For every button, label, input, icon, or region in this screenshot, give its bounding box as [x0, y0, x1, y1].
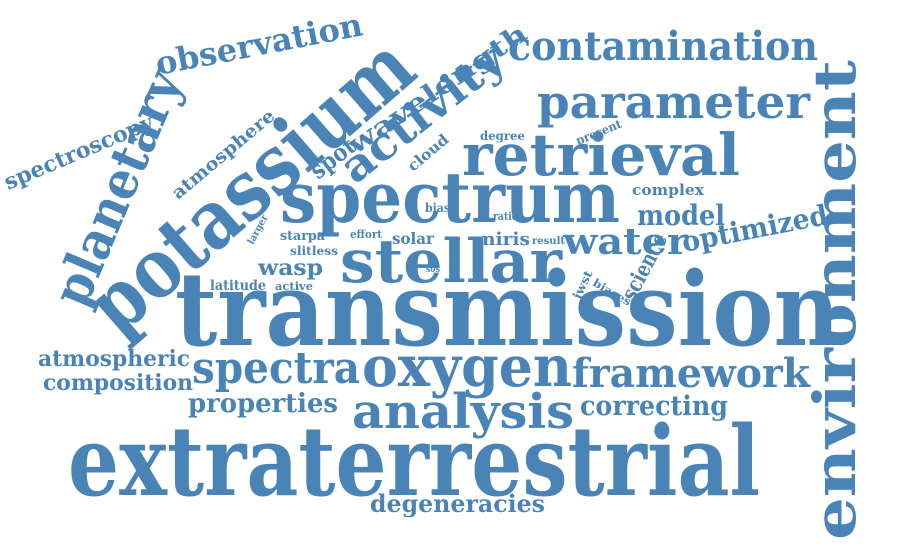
- word-sos: sos: [426, 265, 440, 275]
- word-bias: bias: [425, 201, 450, 215]
- word-framework: framework: [572, 350, 811, 397]
- word-atmospheric: atmospheric: [38, 346, 190, 372]
- word-composition: composition: [43, 370, 193, 396]
- word-latitude: latitude: [210, 278, 266, 294]
- word-oxygen: oxygen: [362, 334, 572, 400]
- word-water: water: [562, 221, 689, 263]
- word-contamination: contamination: [508, 23, 818, 70]
- word-environment: environment: [801, 60, 869, 540]
- word-transmission: transmission: [175, 250, 840, 370]
- word-result: result: [532, 236, 565, 247]
- word-analysis: analysis: [352, 384, 574, 440]
- word-extraterrestrial: extraterrestrial: [68, 405, 760, 518]
- word-slitless: slitless: [290, 244, 338, 258]
- word-solar: solar: [392, 229, 435, 248]
- word-degeneracies: degeneracies: [370, 489, 545, 518]
- word-degree: degree: [480, 129, 525, 143]
- word-parameter: parameter: [537, 75, 811, 129]
- word-niris: niris: [482, 229, 530, 250]
- word-model: model: [637, 199, 725, 232]
- word-ratio: ratio: [493, 210, 518, 223]
- word-retrieval: retrieval: [462, 121, 740, 189]
- word-spectrum: spectrum: [280, 156, 620, 239]
- word-effort: effort: [350, 228, 383, 241]
- word-properties: properties: [188, 389, 338, 419]
- word-active: active: [275, 280, 313, 293]
- word-starpa: starpa: [280, 229, 326, 244]
- word-stellar: stellar: [340, 227, 563, 297]
- word-complex: complex: [632, 181, 705, 199]
- word-spectra: spectra: [192, 343, 360, 394]
- word-correcting: correcting: [580, 391, 728, 422]
- word-wasp: wasp: [257, 255, 323, 281]
